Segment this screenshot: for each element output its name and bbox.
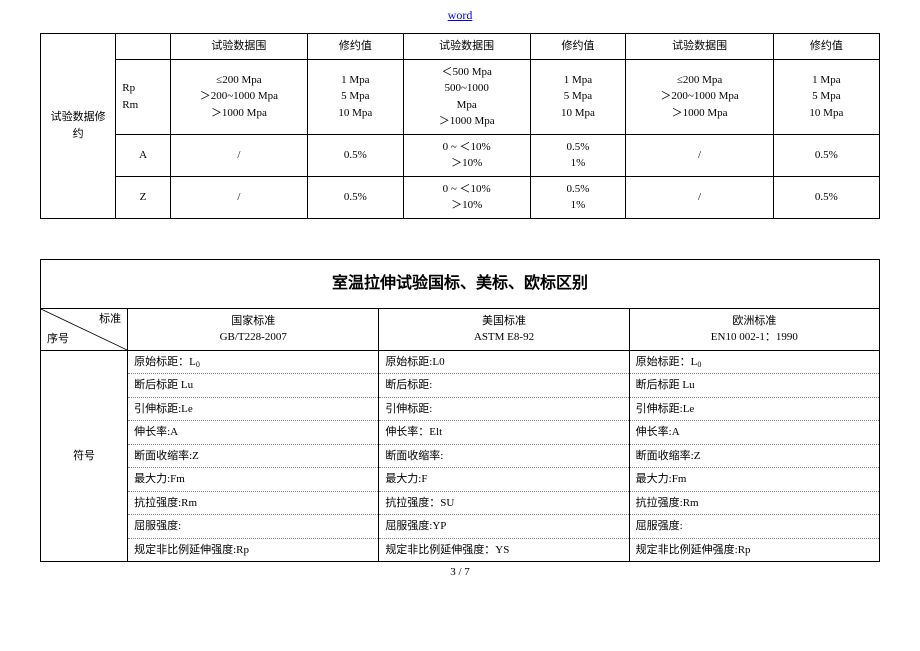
- t2-row-label: 符号: [41, 350, 128, 562]
- symbol-item: 原始标距：L0: [128, 351, 378, 374]
- symbol-item: 规定非比例延伸强度:Rp: [128, 538, 378, 561]
- symbol-item: 伸长率：Elt: [379, 421, 628, 445]
- t1-r1-c2: 1 Mpa 5 Mpa 10 Mpa: [307, 59, 403, 134]
- symbol-item: 引伸标距:: [379, 397, 628, 421]
- symbol-item: 规定非比例延伸强度:Rp: [630, 538, 879, 561]
- t1-r2-label: A: [116, 134, 171, 176]
- symbol-item: 断后标距:: [379, 374, 628, 398]
- t1-r2-c6: 0.5%: [773, 134, 879, 176]
- t1-r2-c5: /: [626, 134, 773, 176]
- t2-symbols-col2: 原始标距:L0断后标距:引伸标距:伸长率：Elt断面收缩率:最大力:F抗拉强度：…: [379, 350, 629, 562]
- t2-std2: 美国标准ASTM E8-92: [379, 308, 629, 350]
- symbol-item: 抗拉强度:Rm: [630, 491, 879, 515]
- t1-r1-c4: 1 Mpa 5 Mpa 10 Mpa: [530, 59, 626, 134]
- t1-r2-c2: 0.5%: [307, 134, 403, 176]
- symbol-item: 断面收缩率:: [379, 444, 628, 468]
- symbol-item: 屈服强度:: [128, 515, 378, 539]
- t1-r3-c5: /: [626, 176, 773, 218]
- t2-std3: 欧洲标准EN10 002-1：1990: [629, 308, 879, 350]
- symbol-item: 抗拉强度：SU: [379, 491, 628, 515]
- symbol-item: 伸长率:A: [630, 421, 879, 445]
- t1-r3-c6: 0.5%: [773, 176, 879, 218]
- header-link[interactable]: word: [40, 8, 880, 23]
- symbol-item: 规定非比例延伸强度：YS: [379, 538, 628, 561]
- t2-diag-cell: 标准 序号: [41, 308, 128, 350]
- t1-h4: 修约值: [530, 34, 626, 60]
- t1-h2: 修约值: [307, 34, 403, 60]
- t2-title: 室温拉伸试验国标、美标、欧标区别: [41, 259, 880, 308]
- symbol-item: 引伸标距:Le: [128, 397, 378, 421]
- symbol-item: 屈服强度:: [630, 515, 879, 539]
- t1-r3-c1: /: [170, 176, 307, 218]
- t1-r1-c1: ≤200 Mpa ＞200~1000 Mpa ＞1000 Mpa: [170, 59, 307, 134]
- symbol-item: 原始标距:L0: [379, 351, 628, 374]
- t2-symbols-col1: 原始标距：L0断后标距 Lu引伸标距:Le伸长率:A断面收缩率:Z最大力:Fm抗…: [128, 350, 379, 562]
- t1-r1-label: Rp Rm: [116, 59, 171, 134]
- t1-r1-c3: ＜500 Mpa 500~1000 Mpa ＞1000 Mpa: [403, 59, 530, 134]
- t1-h3: 试验数据围: [403, 34, 530, 60]
- symbol-item: 断后标距 Lu: [630, 374, 879, 398]
- symbol-item: 最大力:F: [379, 468, 628, 492]
- t1-row-z: Z / 0.5% 0 ~ ＜10% ＞10% 0.5% 1% / 0.5%: [41, 176, 880, 218]
- symbol-item: 断面收缩率:Z: [630, 444, 879, 468]
- symbol-item: 最大力:Fm: [630, 468, 879, 492]
- table-data-rounding: 试验数据修约 试验数据围 修约值 试验数据围 修约值 试验数据围 修约值 Rp …: [40, 33, 880, 219]
- t1-row-header: 试验数据修约: [41, 34, 116, 219]
- t2-diag-bottom: 序号: [47, 331, 69, 348]
- t1-h6: 修约值: [773, 34, 879, 60]
- t1-row-rprm: Rp Rm ≤200 Mpa ＞200~1000 Mpa ＞1000 Mpa 1…: [41, 59, 880, 134]
- t1-r3-c4: 0.5% 1%: [530, 176, 626, 218]
- t1-r2-c1: /: [170, 134, 307, 176]
- t1-r3-label: Z: [116, 176, 171, 218]
- t1-r1-c6: 1 Mpa 5 Mpa 10 Mpa: [773, 59, 879, 134]
- table-standards-comparison: 室温拉伸试验国标、美标、欧标区别 标准 序号 国家标准GB/T228-2007 …: [40, 259, 880, 563]
- t2-diag-top: 标准: [99, 311, 121, 328]
- t1-r2-c3: 0 ~ ＜10% ＞10%: [403, 134, 530, 176]
- symbol-item: 屈服强度:YP: [379, 515, 628, 539]
- t1-r3-c2: 0.5%: [307, 176, 403, 218]
- symbol-item: 抗拉强度:Rm: [128, 491, 378, 515]
- t2-symbols-col3: 原始标距：L0断后标距 Lu引伸标距:Le伸长率:A断面收缩率:Z最大力:Fm抗…: [629, 350, 879, 562]
- t1-row-a: A / 0.5% 0 ~ ＜10% ＞10% 0.5% 1% / 0.5%: [41, 134, 880, 176]
- t1-h1: 试验数据围: [170, 34, 307, 60]
- symbol-item: 引伸标距:Le: [630, 397, 879, 421]
- symbol-item: 伸长率:A: [128, 421, 378, 445]
- symbol-item: 原始标距：L0: [630, 351, 879, 374]
- t2-std1: 国家标准GB/T228-2007: [128, 308, 379, 350]
- t1-r1-c5: ≤200 Mpa ＞200~1000 Mpa ＞1000 Mpa: [626, 59, 773, 134]
- t1-h5: 试验数据围: [626, 34, 773, 60]
- t1-blank: [116, 34, 171, 60]
- symbol-item: 最大力:Fm: [128, 468, 378, 492]
- symbol-item: 断后标距 Lu: [128, 374, 378, 398]
- t1-r2-c4: 0.5% 1%: [530, 134, 626, 176]
- page-footer: 3 / 7: [40, 566, 880, 578]
- symbol-item: 断面收缩率:Z: [128, 444, 378, 468]
- t1-r3-c3: 0 ~ ＜10% ＞10%: [403, 176, 530, 218]
